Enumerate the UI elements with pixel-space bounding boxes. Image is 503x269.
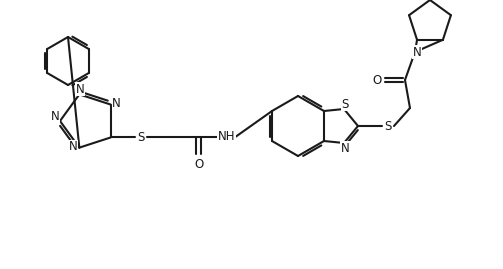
Text: O: O [372, 73, 382, 87]
Text: S: S [384, 119, 392, 133]
Text: S: S [342, 97, 349, 111]
Text: N: N [69, 140, 78, 153]
Text: O: O [194, 158, 203, 171]
Text: S: S [137, 131, 144, 144]
Text: N: N [51, 111, 59, 123]
Text: NH: NH [218, 130, 235, 143]
Text: N: N [412, 45, 422, 58]
Text: N: N [341, 141, 350, 154]
Text: N: N [112, 97, 121, 110]
Text: N: N [76, 83, 85, 96]
